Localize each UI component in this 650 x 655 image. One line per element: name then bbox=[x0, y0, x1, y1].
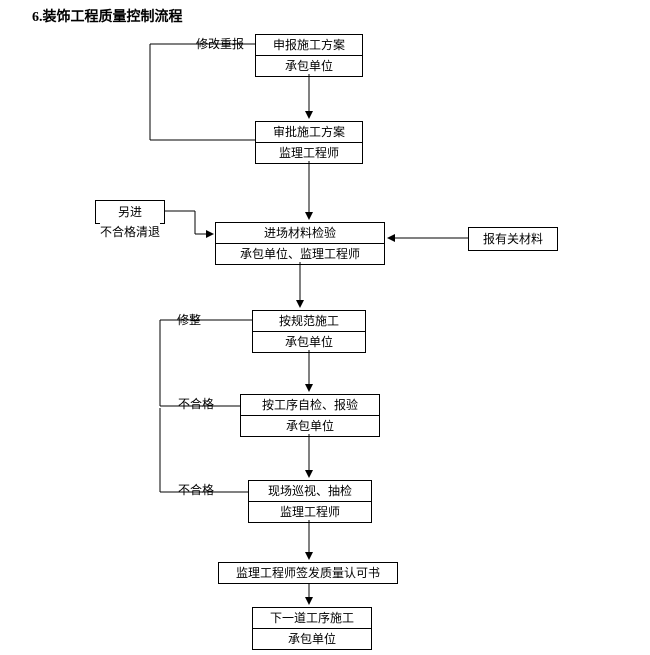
label-rework: 修整 bbox=[177, 311, 201, 328]
node-row: 申报施工方案 bbox=[256, 35, 362, 56]
node-material-inspection: 进场材料检验 承包单位、监理工程师 bbox=[215, 222, 385, 265]
node-row: 下一道工序施工 bbox=[253, 608, 371, 629]
node-row: 监理工程师 bbox=[256, 143, 362, 163]
node-row: 监理工程师签发质量认可书 bbox=[219, 563, 397, 583]
node-row: 进场材料检验 bbox=[216, 223, 384, 244]
node-approve-plan: 审批施工方案 监理工程师 bbox=[255, 121, 363, 164]
node-construction: 按规范施工 承包单位 bbox=[252, 310, 366, 353]
side-box-report-material: 报有关材料 bbox=[468, 227, 558, 251]
node-row: 按规范施工 bbox=[253, 311, 365, 332]
node-row: 承包单位 bbox=[253, 629, 371, 649]
node-row: 按工序自检、报验 bbox=[241, 395, 379, 416]
diagram-title: 6.装饰工程质量控制流程 bbox=[32, 6, 183, 26]
node-row: 审批施工方案 bbox=[256, 122, 362, 143]
node-row: 现场巡视、抽检 bbox=[249, 481, 371, 502]
node-row: 承包单位 bbox=[253, 332, 365, 352]
node-quality-certificate: 监理工程师签发质量认可书 bbox=[218, 562, 398, 584]
node-row: 承包单位、监理工程师 bbox=[216, 244, 384, 264]
node-row: 监理工程师 bbox=[249, 502, 371, 522]
node-self-inspection: 按工序自检、报验 承包单位 bbox=[240, 394, 380, 437]
node-submit-plan: 申报施工方案 承包单位 bbox=[255, 34, 363, 77]
node-site-inspection: 现场巡视、抽检 监理工程师 bbox=[248, 480, 372, 523]
label-unqualified-2: 不合格 bbox=[178, 481, 214, 498]
node-row: 承包单位 bbox=[241, 416, 379, 436]
label-unqualified-1: 不合格 bbox=[178, 395, 214, 412]
side-box-rejoin: 另进 bbox=[95, 200, 165, 224]
node-next-process: 下一道工序施工 承包单位 bbox=[252, 607, 372, 650]
node-row: 承包单位 bbox=[256, 56, 362, 76]
label-revise-resubmit: 修改重报 bbox=[196, 35, 244, 52]
label-unqualified-return: 不合格清退 bbox=[100, 223, 160, 240]
